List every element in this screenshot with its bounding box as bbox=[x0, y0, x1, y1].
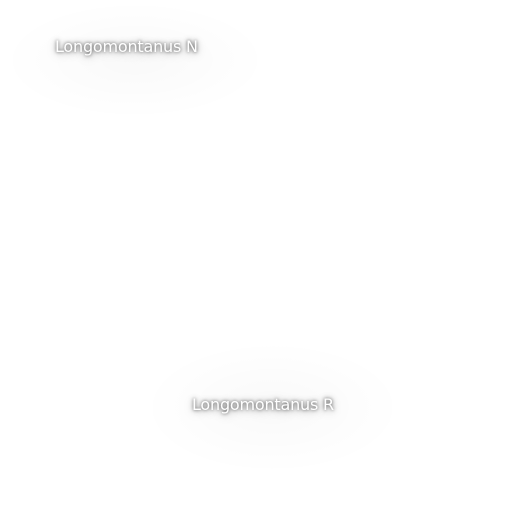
crater-label-longomontanus-r[interactable]: Longomontanus R bbox=[192, 395, 334, 414]
crater-label-longomontanus-n[interactable]: Longomontanus N bbox=[55, 37, 198, 56]
label-halo bbox=[0, 0, 270, 120]
